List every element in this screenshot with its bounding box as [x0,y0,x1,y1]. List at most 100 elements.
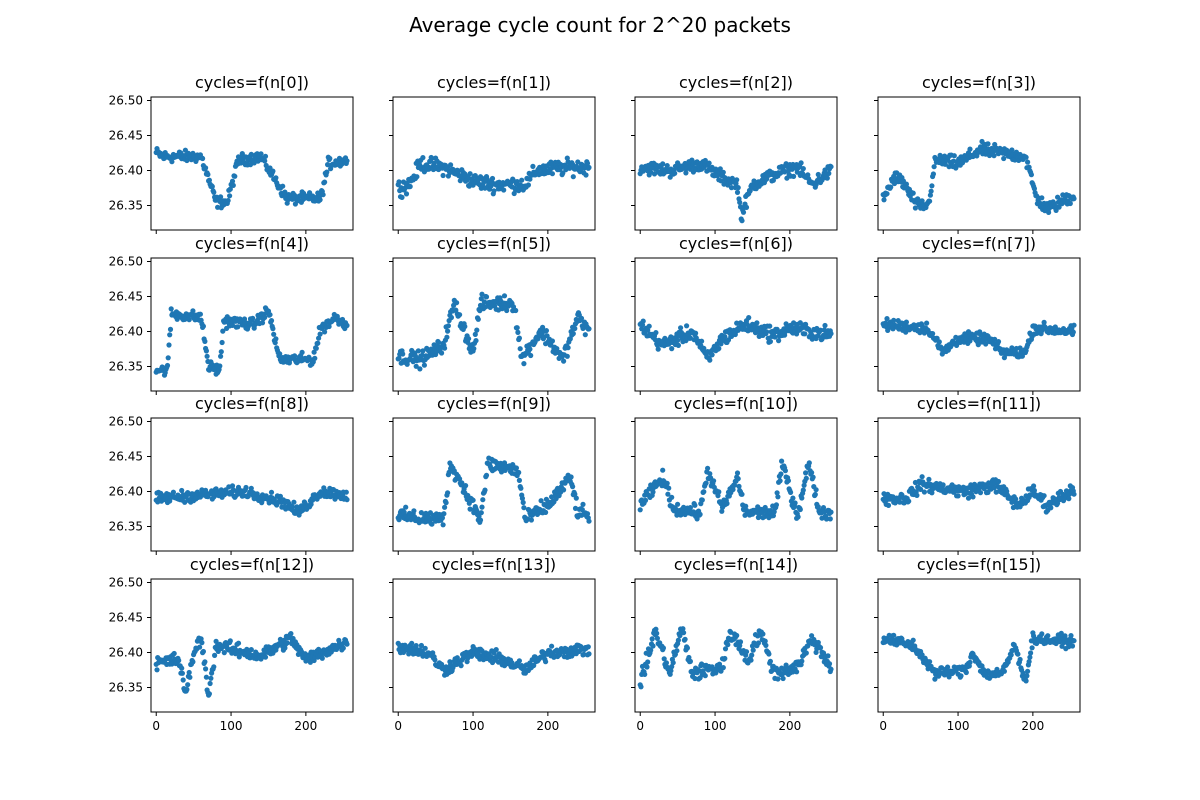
data-point [442,345,448,351]
data-point [396,355,402,361]
data-point [582,332,588,338]
data-point [284,640,290,646]
data-point [549,643,555,649]
data-point [202,659,208,665]
data-point [213,638,219,644]
data-point [586,651,592,657]
data-point [910,637,916,643]
x-tick-label: 0 [636,719,644,733]
data-point [268,318,275,324]
figure-title: Average cycle count for 2^20 packets [409,13,791,37]
data-point [453,307,459,313]
data-point [649,636,655,642]
data-point [470,497,476,503]
data-point [775,494,781,500]
data-point [1045,633,1051,639]
data-point [403,504,409,510]
data-point [208,675,214,681]
data-point [270,326,276,332]
data-point [1041,493,1047,499]
data-point [1001,155,1007,162]
data-point [273,336,279,342]
data-point [167,498,173,504]
data-point [1031,487,1037,494]
data-point [668,668,674,674]
x-tick-label: 100 [462,719,485,733]
data-point [963,669,969,676]
data-point [327,155,333,162]
data-point [799,495,805,501]
data-point [211,189,217,195]
data-point [186,669,192,676]
data-point [527,176,533,182]
data-point [277,351,283,357]
data-point [820,505,827,511]
data-point [716,345,722,352]
data-point [443,500,449,506]
data-point [315,340,321,346]
axes-frame [150,257,354,392]
x-tick-label: 0 [152,719,160,733]
data-point [399,194,405,200]
data-point [308,501,314,507]
data-point [734,632,740,639]
data-point [179,665,185,671]
data-point [457,312,463,318]
data-points [153,305,350,378]
data-point [478,185,484,191]
data-point [995,478,1002,485]
data-point [483,472,490,478]
data-point [702,673,708,679]
x-tick-label: 0 [394,719,402,733]
subplot-5: cycles=f(n[5]) [389,234,596,395]
data-point [653,626,659,632]
data-point [813,487,819,493]
data-point [227,193,233,199]
data-point [1039,631,1045,637]
data-point [791,173,797,179]
data-point [543,509,549,515]
data-point [639,326,645,332]
subplot-title: cycles=f(n[1]) [437,73,551,92]
data-points [880,138,1077,215]
data-point [903,319,910,325]
data-point [734,189,741,195]
data-point [815,639,821,646]
data-point [686,654,692,661]
data-point [654,635,661,642]
data-point [280,183,286,189]
data-point [919,474,925,480]
axes-frame [150,417,354,552]
data-point [1029,645,1035,651]
data-point [734,470,741,476]
data-point [473,338,479,344]
data-point [1023,154,1029,160]
data-point [543,328,550,334]
data-point [477,517,484,523]
data-point [806,460,812,466]
data-point [572,325,578,332]
y-tick-label: 26.35 [109,681,143,695]
data-point [645,327,651,333]
y-tick-label: 26.50 [109,576,143,590]
data-point [521,505,527,511]
data-point [463,483,469,489]
data-point [664,163,670,169]
data-point [514,325,520,331]
data-point [403,191,410,197]
y-tick-label: 26.35 [109,520,143,534]
data-point [573,495,579,501]
data-point [717,166,723,172]
data-point [570,331,576,337]
data-point [445,328,451,334]
data-point [344,497,350,503]
data-point [467,506,473,512]
x-tick-label: 100 [947,719,970,733]
y-tick-label: 26.40 [109,164,143,178]
data-point [440,172,446,179]
subplot-12: cycles=f(n[12]) 26.35 26.40 26.45 26.50 0 100 2… [109,555,354,733]
data-point [1023,678,1029,684]
axes-frame [877,417,1081,552]
data-point [1046,209,1052,215]
data-point [975,342,981,348]
